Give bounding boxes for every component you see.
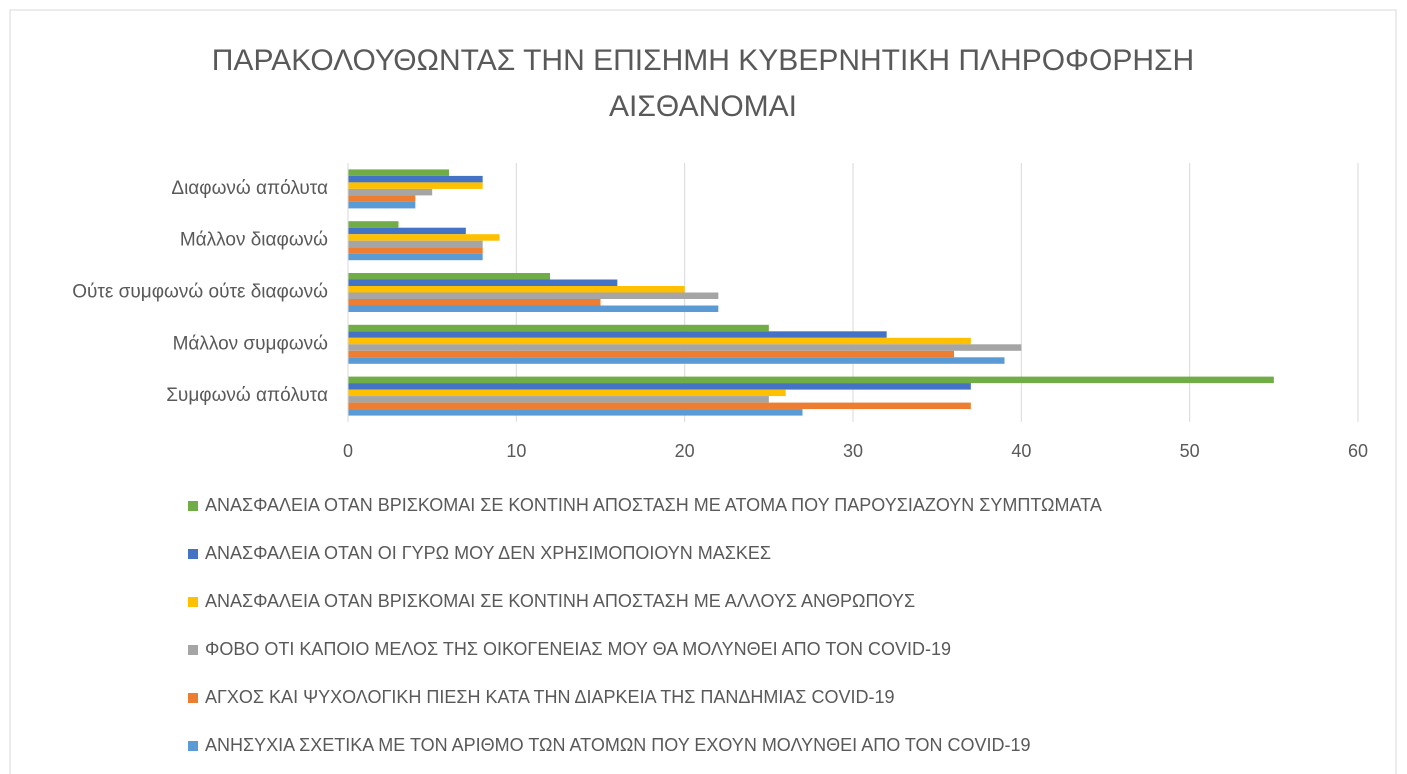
bar	[348, 299, 601, 306]
x-tick-label: 0	[343, 441, 353, 461]
bar	[348, 234, 500, 241]
legend-swatch	[188, 501, 198, 511]
legend-swatch	[188, 597, 198, 607]
bar	[348, 305, 719, 312]
bar	[348, 337, 971, 345]
bar	[348, 357, 1005, 364]
y-tick-label: Διαφωνώ απόλυτα	[171, 178, 328, 199]
bar	[348, 279, 618, 286]
bar	[348, 221, 399, 228]
chart-title: ΑΙΣΘΑΝΟΜΑΙ	[609, 90, 797, 123]
y-tick-label: Ούτε συμφωνώ ούτε διαφωνώ	[72, 282, 328, 303]
bar	[348, 324, 769, 332]
y-tick-label: Μάλλον διαφωνώ	[180, 230, 328, 251]
bar	[348, 409, 803, 416]
bar	[348, 195, 416, 202]
legend-swatch	[188, 693, 198, 703]
legend-label: ΑΝΑΣΦΑΛΕΙΑ ΟΤΑΝ ΒΡΙΣΚΟΜΑΙ ΣΕ ΚΟΝΤΙΝΗ ΑΠΟ…	[205, 495, 1102, 515]
legend-label: ΑΝΑΣΦΑΛΕΙΑ ΟΤΑΝ ΟΙ ΓΥΡΩ ΜΟΥ ΔΕΝ ΧΡΗΣΙΜΟΠ…	[205, 543, 771, 563]
x-tick-label: 20	[675, 441, 695, 461]
x-tick-label: 10	[506, 441, 526, 461]
legend-label: ΑΝΑΣΦΑΛΕΙΑ ΟΤΑΝ ΒΡΙΣΚΟΜΑΙ ΣΕ ΚΟΝΤΙΝΗ ΑΠΟ…	[205, 591, 915, 611]
x-tick-label: 30	[843, 441, 863, 461]
x-tick-label: 60	[1348, 441, 1368, 461]
legend-swatch	[188, 549, 198, 559]
legend-label: ΑΝΗΣΥΧΙΑ ΣΧΕΤΙΚΑ ΜΕ ΤΟΝ ΑΡΙΘΜΟ ΤΩΝ ΑΤΟΜΩ…	[205, 735, 1031, 755]
chart-title: ΠΑΡΑΚΟΛΟΥΘΩΝΤΑΣ ΤΗΝ ΕΠΙΣΗΜΗ ΚΥΒΕΡΝΗΤΙΚΗ …	[212, 44, 1194, 77]
bar	[348, 383, 971, 390]
x-tick-label: 40	[1011, 441, 1031, 461]
bar	[348, 227, 466, 235]
bar	[348, 402, 971, 410]
bar	[348, 273, 550, 280]
bar	[348, 396, 769, 403]
bar	[348, 175, 483, 183]
bar	[348, 169, 449, 176]
legend-swatch	[188, 741, 198, 751]
y-tick-label: Συμφωνώ απόλυτα	[166, 385, 328, 406]
bar	[348, 344, 1022, 351]
bar	[348, 331, 887, 338]
legend-swatch	[188, 645, 198, 655]
bar	[348, 182, 483, 189]
x-tick-label: 50	[1180, 441, 1200, 461]
legend-label: ΑΓΧΟΣ ΚΑΙ ΨΥΧΟΛΟΓΙΚΗ ΠΙΕΣΗ ΚΑΤΑ ΤΗΝ ΔΙΑΡ…	[205, 687, 895, 707]
y-tick-label: Μάλλον συμφωνώ	[173, 333, 329, 354]
bar	[348, 389, 786, 397]
legend-label: ΦΟΒΟ ΟΤΙ ΚΑΠΟΙΟ ΜΕΛΟΣ ΤΗΣ ΟΙΚΟΓΕΝΕΙΑΣ ΜΟ…	[205, 639, 951, 659]
bar	[348, 247, 483, 254]
bar	[348, 350, 954, 358]
bar	[348, 188, 433, 196]
bar	[348, 201, 416, 209]
bar	[348, 253, 483, 261]
bar	[348, 240, 483, 248]
bar	[348, 376, 1274, 384]
bar	[348, 286, 685, 293]
bar	[348, 292, 719, 299]
